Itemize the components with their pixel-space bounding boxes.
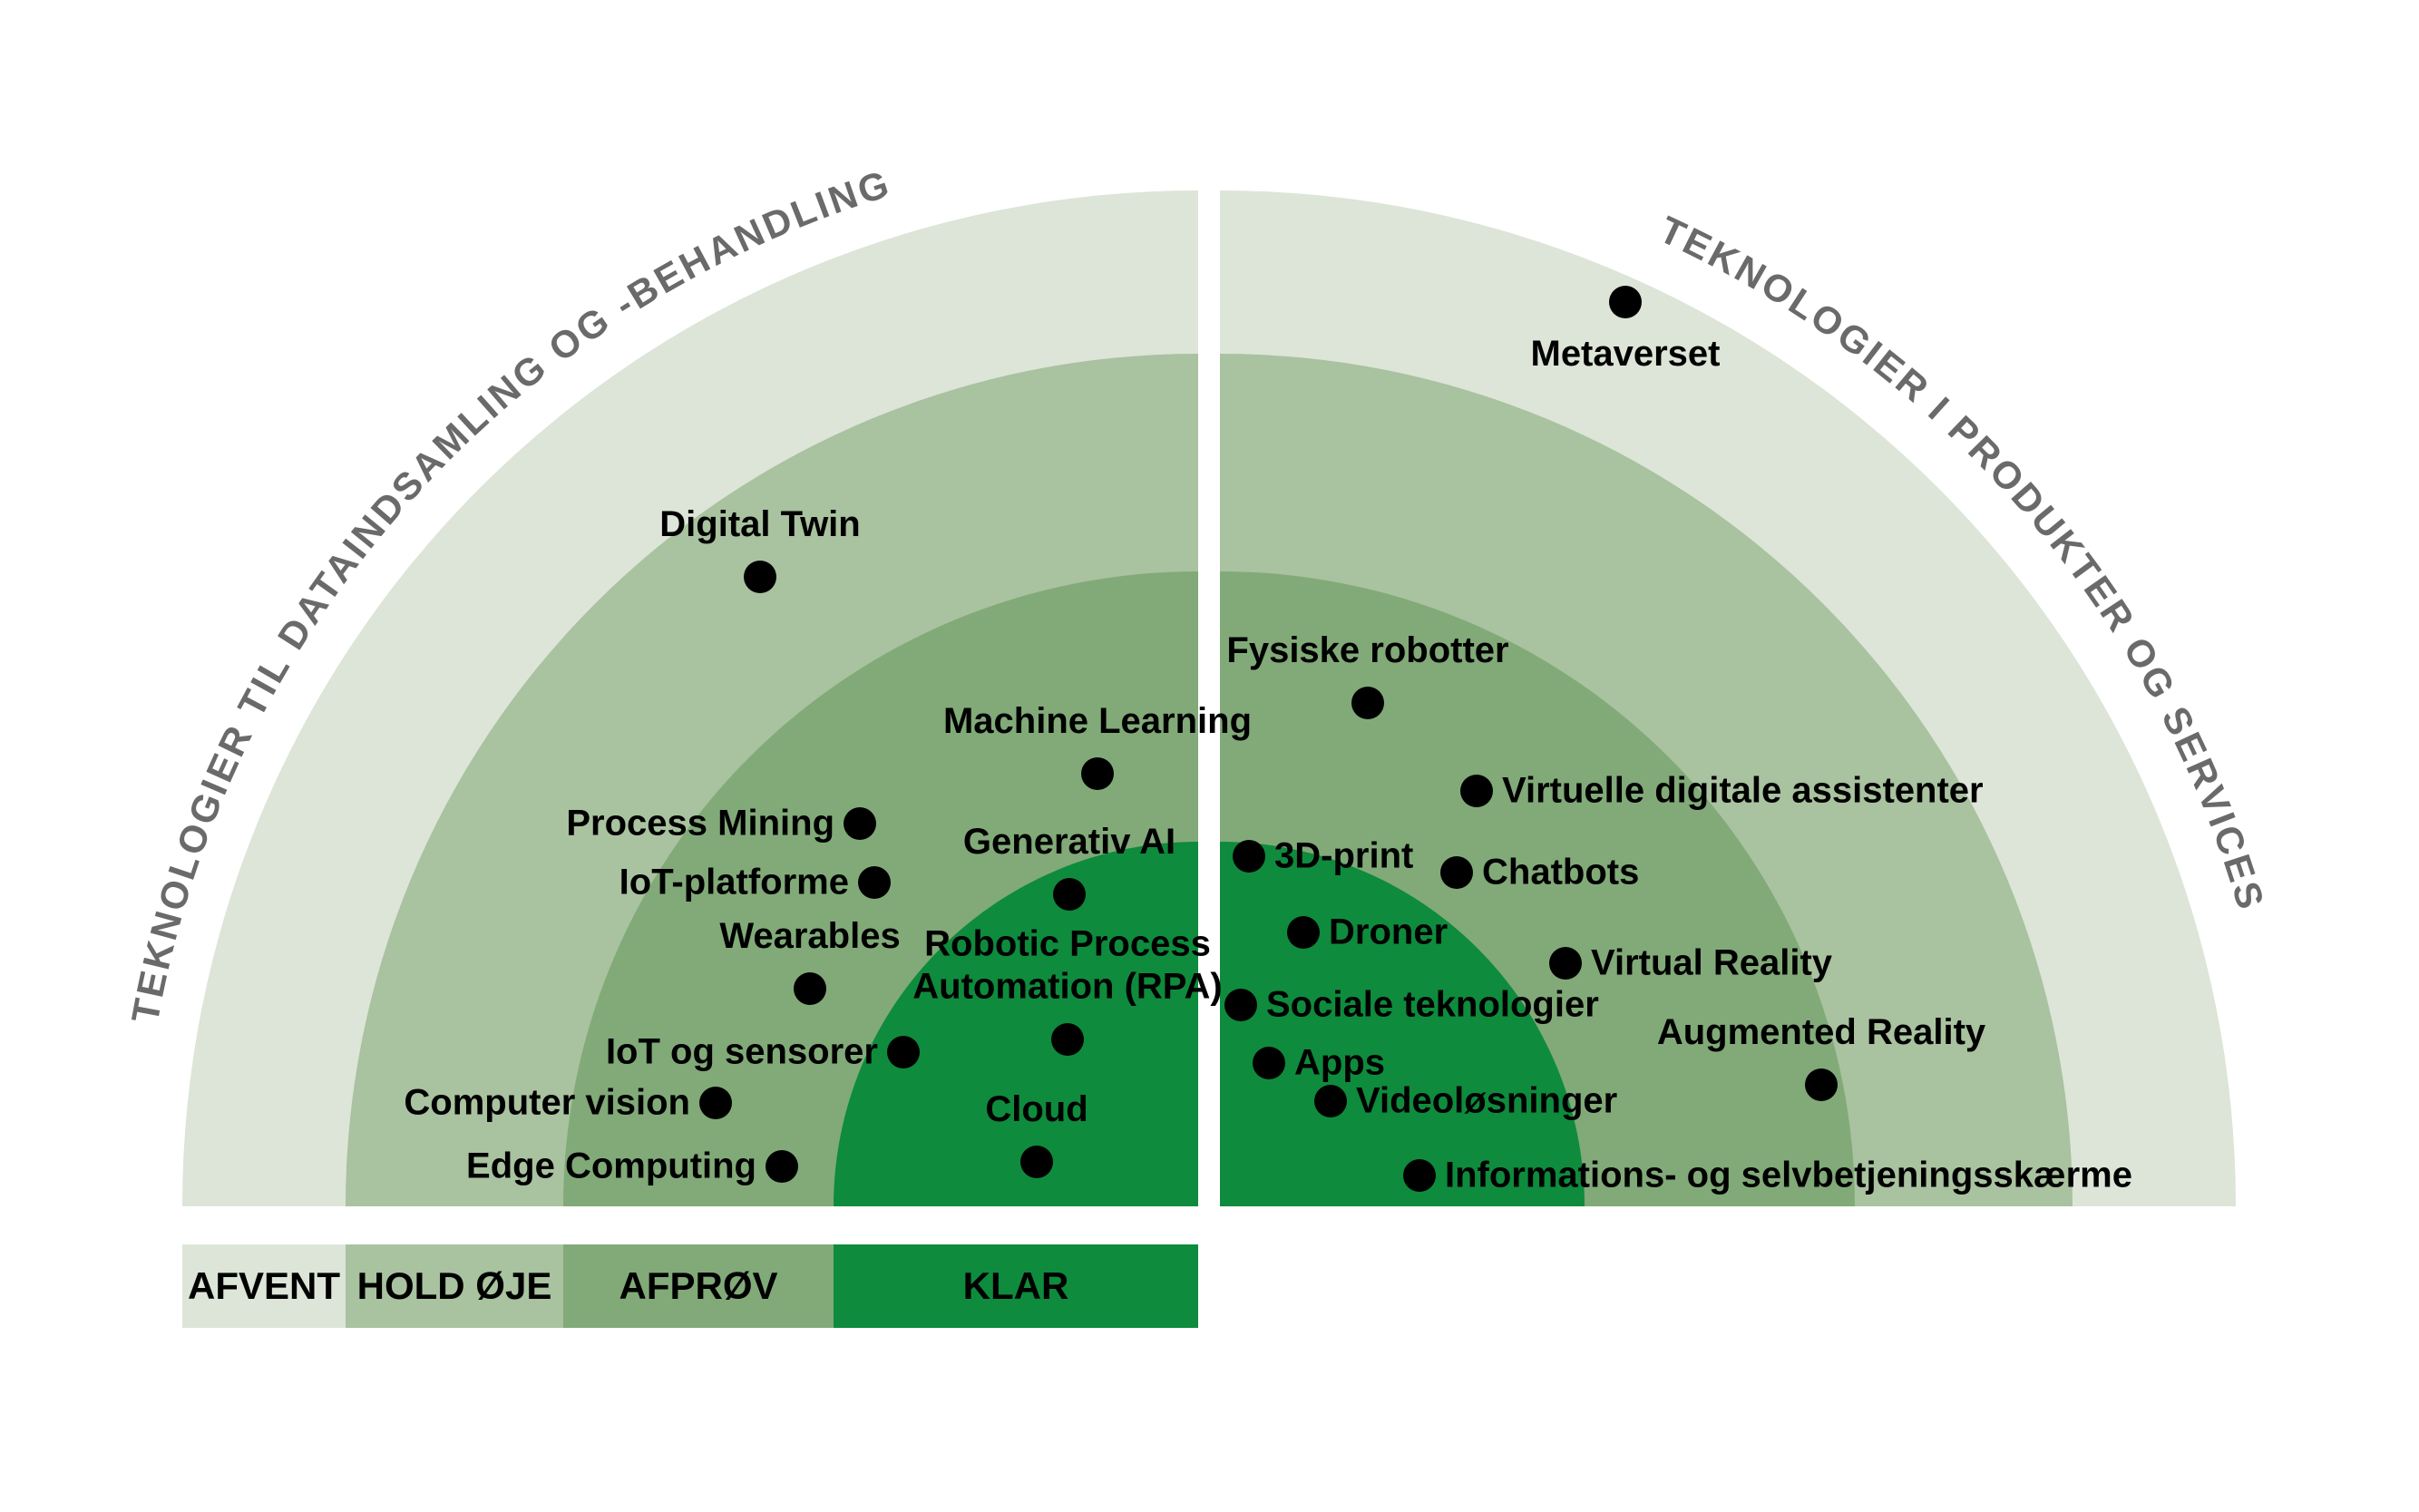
tech-dot-virtuelle-digitale-assistenter <box>1460 775 1493 807</box>
tech-label-informations-og-selvbetjeningssk-rme: Informations- og selvbetjeningsskærme <box>1445 1155 2132 1195</box>
tech-dot-process-mining <box>844 807 876 840</box>
tech-dot-informations-og-selvbetjeningssk-rme <box>1403 1159 1436 1192</box>
tech-label-chatbots: Chatbots <box>1482 852 1640 893</box>
tech-dot-cloud <box>1020 1146 1053 1178</box>
legend-segment-afprov: AFPRØV <box>563 1244 834 1328</box>
tech-dot-apps <box>1253 1047 1285 1079</box>
tech-dot-digital-twin <box>744 561 776 593</box>
tech-label-apps: Apps <box>1294 1042 1385 1083</box>
tech-label-augmented-reality: Augmented Reality <box>1656 1011 1986 1052</box>
tech-label-generativ-ai: Generativ AI <box>962 821 1176 862</box>
tech-label-robotic-process-automation-rpa: Robotic Process Automation (RPA) <box>912 923 1223 1007</box>
legend-label-klar: KLAR <box>962 1264 1069 1307</box>
tech-label-process-mining: Process Mining <box>566 803 834 844</box>
tech-label-iot-og-sensorer: IoT og sensorer <box>605 1031 878 1072</box>
tech-dot-wearables <box>794 972 826 1005</box>
tech-label-machine-learning: Machine Learning <box>942 700 1253 741</box>
legend-label-afvent: AFVENT <box>188 1264 340 1307</box>
tech-dot-computer-vision <box>699 1087 732 1119</box>
tech-label-virtual-reality: Virtual Reality <box>1591 942 1833 983</box>
tech-dot-fysiske-robotter <box>1351 687 1384 719</box>
tech-label-videol-sninger: Videoløsninger <box>1356 1080 1618 1121</box>
tech-dot-generativ-ai <box>1053 878 1086 911</box>
tech-label-computer-vision: Computer vision <box>404 1082 690 1123</box>
tech-dot-droner <box>1287 916 1320 949</box>
tech-label-droner: Droner <box>1329 912 1448 952</box>
tech-dot-edge-computing <box>766 1150 798 1183</box>
tech-dot-metaverset <box>1609 286 1642 318</box>
tech-label-wearables: Wearables <box>719 915 901 956</box>
legend-segment-hold-oje: HOLD ØJE <box>346 1244 563 1328</box>
tech-label-virtuelle-digitale-assistenter: Virtuelle digitale assistenter <box>1502 770 1984 811</box>
tech-dot-chatbots <box>1440 856 1473 889</box>
tech-label-fysiske-robotter: Fysiske robotter <box>1226 629 1509 670</box>
legend-label-hold-oje: HOLD ØJE <box>356 1264 552 1307</box>
tech-label-cloud: Cloud <box>985 1088 1088 1129</box>
tech-dot-iot-og-sensorer <box>887 1036 920 1068</box>
tech-label-metaverset: Metaverset <box>1530 334 1721 374</box>
tech-dot-machine-learning <box>1081 757 1114 790</box>
tech-dot-iot-platforme <box>858 866 891 899</box>
legend-segment-klar: KLAR <box>834 1244 1198 1328</box>
tech-label-sociale-teknologier: Sociale teknologier <box>1266 984 1599 1025</box>
tech-dot-3d-print <box>1233 840 1265 873</box>
tech-dot-virtual-reality <box>1549 947 1582 980</box>
legend: AFVENT HOLD ØJE AFPRØV KLAR <box>182 1244 1198 1328</box>
tech-dot-robotic-process-automation-rpa <box>1051 1023 1084 1056</box>
tech-dot-sociale-teknologier <box>1224 989 1257 1021</box>
tech-label-digital-twin: Digital Twin <box>659 503 861 544</box>
tech-dot-videol-sninger <box>1314 1085 1347 1117</box>
legend-label-afprov: AFPRØV <box>619 1264 778 1307</box>
tech-dot-augmented-reality <box>1805 1068 1838 1101</box>
tech-label-iot-platforme: IoT-platforme <box>619 862 849 902</box>
legend-segment-afvent: AFVENT <box>182 1244 346 1328</box>
tech-label-3d-print: 3D-print <box>1274 835 1414 876</box>
tech-label-edge-computing: Edge Computing <box>466 1146 756 1186</box>
